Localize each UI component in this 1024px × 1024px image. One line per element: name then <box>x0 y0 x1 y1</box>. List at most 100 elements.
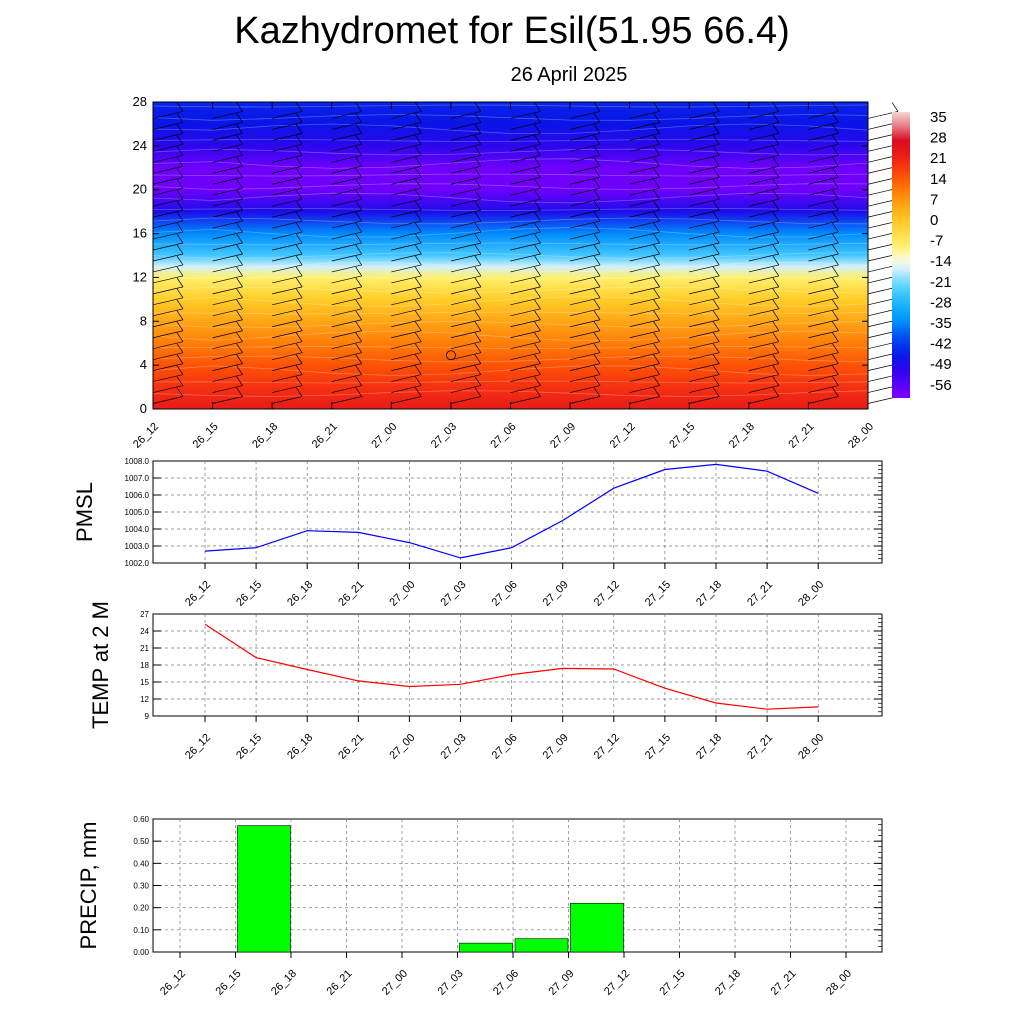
wind-barb-shaft <box>748 297 779 306</box>
wind-barb-flag <box>712 387 720 397</box>
wind-barb-flag <box>653 255 660 266</box>
wind-barb <box>748 299 780 317</box>
wind-barb-shaft <box>689 308 720 317</box>
wind-barb-flag <box>772 189 780 200</box>
wind-barb-flag <box>772 200 780 211</box>
wind-barb-flag <box>236 124 243 134</box>
wind-barb-shaft <box>272 187 303 196</box>
wind-barb-shaft <box>689 111 720 119</box>
wind-barb <box>331 200 363 218</box>
wind-barb-flag <box>534 179 541 189</box>
x-tick-label: 27_18 <box>727 421 757 451</box>
wind-barb-shaft <box>152 220 184 229</box>
wind-barb-flag <box>534 299 541 309</box>
wind-barb <box>808 211 839 229</box>
wind-barb-shaft <box>450 264 481 273</box>
x-tick-label: 27_15 <box>667 421 697 451</box>
wind-barb-shaft <box>748 176 779 185</box>
wind-barb <box>212 321 243 339</box>
wind-barb <box>570 365 601 382</box>
wind-barb <box>629 266 660 284</box>
wind-barb-flag <box>712 266 720 277</box>
wind-barb <box>570 321 601 339</box>
x-tick-label: 27_12 <box>602 968 632 998</box>
wind-barb-shaft <box>808 220 839 229</box>
wind-barb <box>391 277 422 295</box>
wind-barb-flag <box>832 387 839 397</box>
wind-barb-flag <box>832 189 839 200</box>
wind-barb <box>212 200 243 218</box>
wind-barb <box>510 211 541 229</box>
x-tick-label: 26_21 <box>336 579 366 609</box>
wind-barb-flag <box>415 343 422 353</box>
wind-barb <box>272 277 303 295</box>
wind-barb-shaft <box>748 264 779 273</box>
contour-line <box>152 321 869 328</box>
wind-barb-shaft <box>689 385 720 393</box>
wind-barb <box>510 255 541 273</box>
wind-barb <box>152 332 184 350</box>
wind-barb-shaft <box>272 341 303 350</box>
wind-barb <box>808 365 839 382</box>
wind-barb-shaft <box>272 133 303 141</box>
wind-barb-flag <box>176 222 184 233</box>
precip-bar <box>237 825 291 953</box>
precip-panel: 0.00 0.10 0.20 0.30 0.40 0.50 0.60 26_12 26_15 26… <box>76 815 883 998</box>
wind-barb-shaft <box>391 264 422 273</box>
wind-barb-flag <box>593 135 601 145</box>
wind-barb-shaft <box>510 374 541 382</box>
wind-barb-shaft <box>152 133 184 141</box>
wind-barb-flag <box>355 343 363 353</box>
wind-barb-flag <box>593 102 601 112</box>
contour-line <box>152 139 869 142</box>
wind-barb <box>212 277 243 295</box>
wind-barb-shaft <box>272 253 303 262</box>
wind-barb <box>570 288 601 306</box>
wind-barb-shaft <box>152 111 184 119</box>
wind-barb-shaft <box>629 133 660 141</box>
wind-barb-flag <box>712 113 720 123</box>
wind-barb-flag <box>712 376 720 386</box>
wind-barb <box>272 365 303 382</box>
colorbar-label: -7 <box>930 233 943 250</box>
wind-barb <box>808 102 839 119</box>
wind-barb <box>570 332 601 350</box>
wind-barb <box>272 135 303 152</box>
wind-barb <box>808 266 839 284</box>
wind-barb <box>391 157 422 174</box>
wind-barb-shaft <box>331 176 362 185</box>
wind-barb <box>510 200 541 218</box>
wind-barb-flag <box>593 288 601 299</box>
wind-barb <box>391 135 422 152</box>
wind-barb-shaft <box>331 396 362 404</box>
wind-barb <box>629 255 660 273</box>
wind-barb <box>331 102 363 119</box>
wind-barb-shaft <box>808 242 839 251</box>
wind-barb-flag <box>534 343 541 353</box>
wind-barb <box>689 332 720 350</box>
wind-barb-shaft <box>629 385 660 393</box>
wind-barb-flag <box>712 233 720 244</box>
wind-barb <box>272 387 303 404</box>
x-tick-label: 27_21 <box>745 732 775 762</box>
x-tick-label: 26_21 <box>336 732 366 762</box>
wind-barb-shaft <box>570 176 601 185</box>
wind-barb-shaft <box>808 154 839 163</box>
wind-barb <box>748 211 780 229</box>
wind-barb-flag <box>534 146 541 156</box>
wind-barb <box>808 321 839 339</box>
wind-barb-shaft <box>689 352 720 361</box>
wind-barb <box>331 277 363 295</box>
colorbar-label: 28 <box>930 130 947 147</box>
wind-barb-shaft <box>272 374 303 382</box>
wind-barb <box>629 135 660 152</box>
wind-barb-shaft <box>212 187 243 196</box>
wind-barb-shaft <box>748 374 779 382</box>
x-tick-label: 28_00 <box>796 732 826 762</box>
wind-barb-flag <box>236 102 243 112</box>
wind-barb-shaft <box>391 231 422 240</box>
wind-barb <box>450 124 482 141</box>
wind-barb-shaft <box>331 220 362 229</box>
wind-barb <box>212 310 243 328</box>
wind-barb-flag <box>593 343 601 353</box>
